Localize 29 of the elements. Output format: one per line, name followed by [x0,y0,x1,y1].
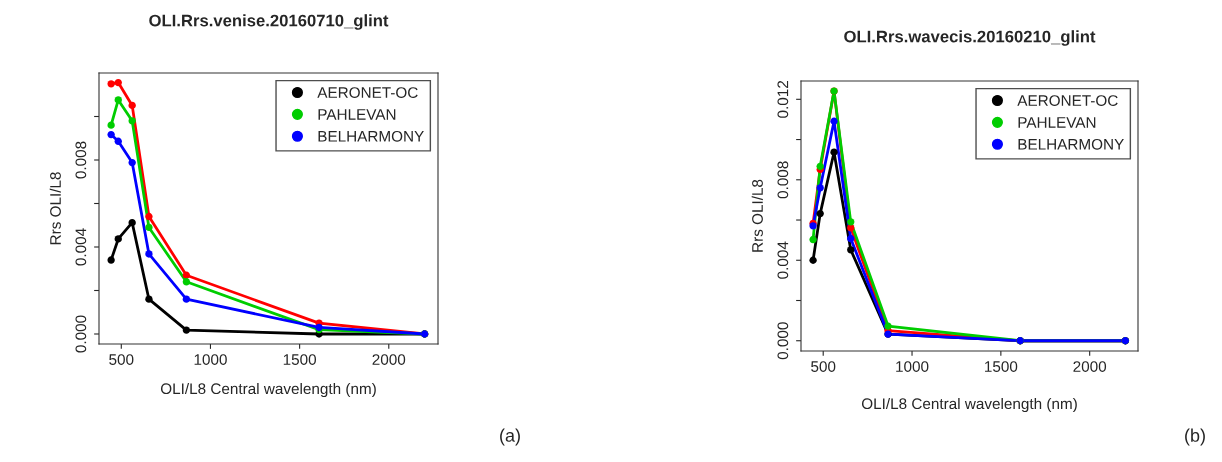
x-tick-label: 2000 [1073,361,1107,372]
x-axis-title: OLI/L8 Central wavelength (nm) [861,397,1077,413]
y-tick-label: 0.000 [777,322,789,360]
legend-label: AERONET-OC [1017,95,1118,106]
legend-label: AERONET-OC [317,87,418,98]
legend-label: PAHLEVAN [1018,117,1096,128]
y-tick-label: 0.004 [777,241,789,279]
y-tick-label: 0.012 [777,80,789,118]
x-tick-label: 1000 [194,354,227,365]
x-axis-title: OLI/L8 Central wavelength (nm) [160,382,376,398]
legend-label: PAHLEVAN [318,109,396,120]
y-tick-label: 0.004 [75,228,87,266]
text: (b) [1185,428,1205,446]
chart-title: OLI.Rrs.wavecis.20160210_glint [844,30,1096,46]
legend-label: BELHARMONY [1018,138,1124,150]
x-tick-label: 1500 [283,354,317,365]
y-axis-title: Rrs OLI/L8 [49,172,61,245]
x-tick-label: 500 [811,361,836,372]
y-tick-label: 0.000 [75,315,87,353]
legend-label: BELHARMONY [318,130,424,142]
x-tick-label: 1000 [896,361,929,372]
y-tick-label: 0.008 [75,141,87,179]
chart-title: OLI.Rrs.venise.20160710_glint [149,14,389,30]
text: (a) [500,428,520,446]
x-tick-label: 500 [109,354,134,365]
y-tick-label: 0.008 [777,161,789,199]
x-tick-label: 1500 [985,361,1018,372]
y-axis-title: Rrs OLI/L8 [751,179,763,252]
x-tick-label: 2000 [372,354,406,365]
